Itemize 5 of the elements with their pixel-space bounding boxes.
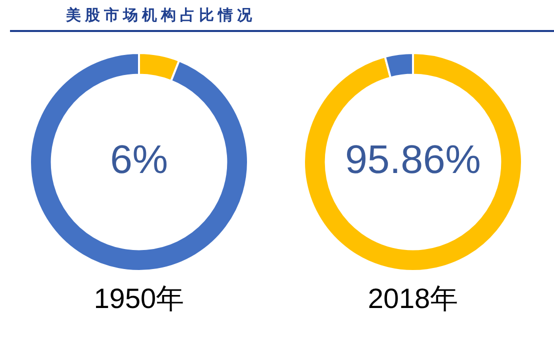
chart-title: 美股市场机构占比情况	[66, 6, 256, 25]
text: 6%	[109, 138, 169, 183]
text: 2018年	[366, 282, 460, 316]
text: 1950年	[92, 282, 186, 316]
text: 95.86%	[344, 138, 482, 183]
